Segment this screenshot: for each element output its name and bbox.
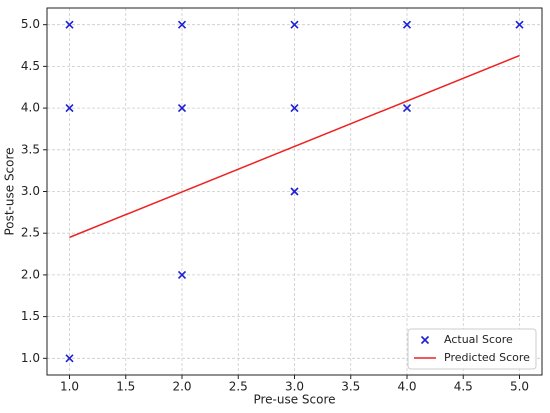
x-tick-label: 3.5 [341, 380, 360, 394]
data-point [402, 20, 412, 29]
data-point [65, 20, 74, 29]
data-point [290, 104, 299, 113]
y-axis-label: Post-use Score [3, 147, 17, 235]
plot-frame [46, 7, 543, 376]
data-point [402, 104, 412, 113]
x-tick-label: 4.5 [454, 380, 473, 394]
x-tick-label: 5.0 [510, 380, 529, 394]
data-point [65, 104, 74, 113]
x-tick-label: 2.5 [229, 380, 248, 394]
y-tick-label: 5.0 [21, 17, 40, 31]
x-tick-label: 2.0 [172, 380, 191, 394]
data-point [65, 354, 74, 363]
x-tick-label: 1.0 [60, 380, 79, 394]
legend-box [407, 328, 537, 370]
data-point [515, 20, 524, 29]
legend-label: Actual Score [444, 333, 513, 346]
y-tick-label: 2.5 [21, 226, 40, 240]
y-tick-label: 4.0 [21, 101, 40, 115]
x-axis-label: Pre-use Score [253, 393, 335, 407]
y-tick-label: 3.5 [21, 142, 40, 156]
x-tick-label: 3.0 [285, 380, 304, 394]
y-tick-label: 1.5 [21, 309, 40, 323]
y-tick-label: 4.5 [21, 59, 40, 73]
data-point [177, 270, 187, 279]
data-point [177, 20, 187, 29]
y-tick-label: 1.0 [21, 351, 40, 365]
legend-label: Predicted Score [444, 351, 530, 364]
data-point [290, 20, 299, 29]
data-point [177, 104, 187, 113]
regression-line [69, 54, 520, 239]
x-tick-label: 4.0 [397, 380, 416, 394]
y-tick-label: 2.0 [21, 267, 40, 281]
data-point [290, 187, 299, 196]
y-tick-label: 3.0 [21, 184, 40, 198]
x-tick-label: 1.5 [116, 380, 135, 394]
legend-swatch [420, 335, 430, 345]
